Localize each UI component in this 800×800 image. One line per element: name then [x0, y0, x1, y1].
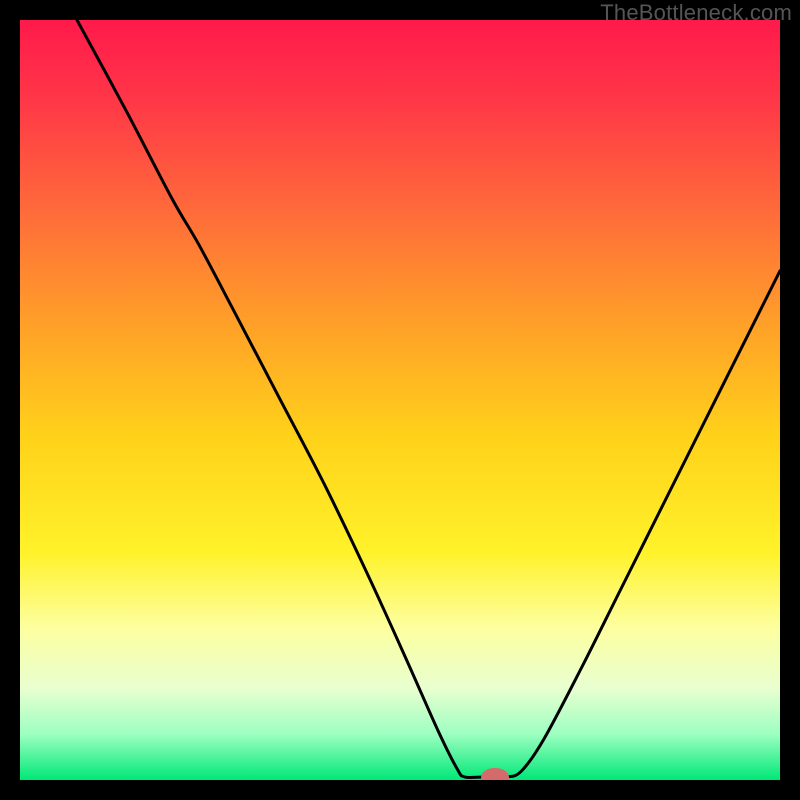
chart-container: TheBottleneck.com [0, 0, 800, 800]
chart-background [20, 20, 780, 780]
watermark-text: TheBottleneck.com [600, 0, 792, 26]
chart-svg [20, 20, 780, 780]
plot-area [20, 20, 780, 780]
